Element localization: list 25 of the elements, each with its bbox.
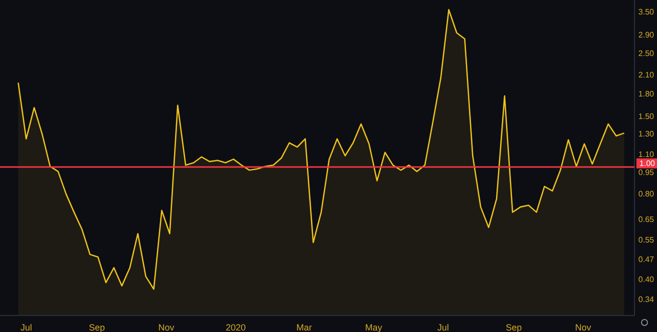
x-tick-label: Jul — [20, 322, 32, 332]
y-tick-label: 2.90 — [638, 30, 655, 40]
x-tick-label: Sep — [506, 322, 522, 332]
y-tick-label: 0.34 — [638, 295, 655, 304]
y-tick-label: 3.50 — [638, 7, 655, 16]
y-tick-label: 0.47 — [638, 255, 655, 264]
y-tick-label: 2.50 — [638, 48, 655, 58]
x-tick-label: Mar — [296, 322, 312, 332]
y-tick-label: 0.55 — [638, 236, 655, 245]
y-tick-label: 0.80 — [638, 189, 655, 198]
x-tick-label: 2020 — [226, 322, 246, 332]
x-tick-label: Sep — [88, 322, 105, 332]
x-tick-label: Jul — [437, 322, 449, 332]
y-tick-label: 1.80 — [638, 89, 655, 98]
x-tick-label: May — [365, 322, 383, 332]
x-tick-label: Nov — [575, 322, 592, 332]
y-tick-label: 0.40 — [638, 274, 655, 284]
y-tick-label: 1.30 — [638, 130, 655, 139]
ref-line-label: 1.00 — [639, 158, 656, 168]
y-tick-label: 1.50 — [638, 112, 655, 121]
y-tick-label: 0.65 — [638, 215, 655, 224]
y-tick-label: 0.95 — [638, 168, 655, 178]
y-tick-label: 2.10 — [638, 70, 655, 80]
x-tick-label: Nov — [158, 322, 175, 332]
y-tick-label: 1.10 — [638, 150, 655, 160]
